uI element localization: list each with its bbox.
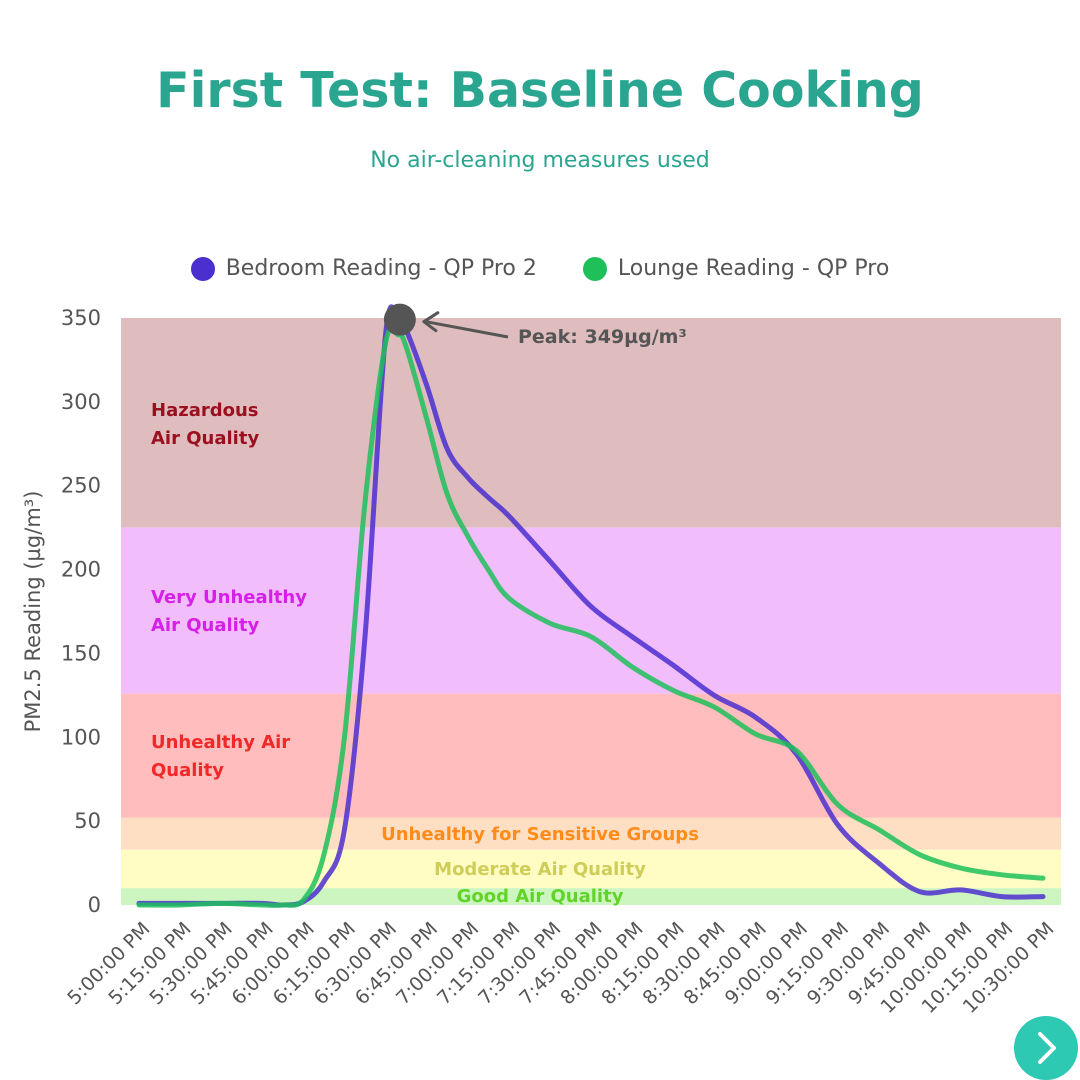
y-tick-label: 100 xyxy=(61,725,101,749)
legend-item-bedroom: Bedroom Reading - QP Pro 2 xyxy=(190,256,537,281)
chart-legend: Bedroom Reading - QP Pro 2 Lounge Readin… xyxy=(0,256,1080,281)
y-tick-label: 50 xyxy=(74,809,101,833)
chevron-right-icon xyxy=(1038,1032,1056,1064)
y-tick-label: 0 xyxy=(88,893,101,917)
band-2 xyxy=(121,693,1061,818)
chart-title: First Test: Baseline Cooking xyxy=(156,62,924,119)
legend-label-bedroom: Bedroom Reading - QP Pro 2 xyxy=(225,256,537,281)
y-tick-label: 350 xyxy=(61,306,101,330)
peak-annotation-label: Peak: 349µg/m³ xyxy=(518,326,687,348)
y-axis-label: PM2.5 Reading (µg/m³) xyxy=(21,491,45,733)
peak-marker xyxy=(383,303,416,336)
legend-label-lounge: Lounge Reading - QP Pro xyxy=(617,256,890,281)
peak-arrow-line xyxy=(425,320,509,339)
band-label-good: Good Air Quality xyxy=(457,886,624,907)
peak-arrow-head xyxy=(422,311,440,333)
chart-subtitle: No air-cleaning measures used xyxy=(370,148,710,173)
band-label-hazardous-line-1: Air Quality xyxy=(151,428,259,449)
y-tick-label: 300 xyxy=(61,390,101,414)
legend-marker-bedroom xyxy=(190,256,215,281)
series-line-lounge xyxy=(136,325,1046,908)
legend-item-lounge: Lounge Reading - QP Pro xyxy=(582,256,890,281)
y-tick-label: 200 xyxy=(61,558,101,582)
next-button[interactable] xyxy=(1014,1016,1078,1080)
band-0 xyxy=(121,318,1061,528)
band-label-sensitive: Unhealthy for Sensitive Groups xyxy=(381,824,699,845)
y-tick-label: 150 xyxy=(61,641,101,665)
legend-marker-lounge xyxy=(582,256,607,281)
band-label-very-unhealthy-line-0: Very Unhealthy xyxy=(151,587,307,608)
band-5 xyxy=(121,888,1061,905)
y-tick-label: 250 xyxy=(61,474,101,498)
band-label-moderate: Moderate Air Quality xyxy=(434,859,646,880)
band-label-unhealthy-line-0: Unhealthy Air xyxy=(151,732,290,753)
band-1 xyxy=(121,527,1061,694)
band-label-hazardous-line-0: Hazardous xyxy=(151,400,259,421)
band-label-very-unhealthy-line-1: Air Quality xyxy=(151,615,259,636)
band-label-unhealthy-line-1: Quality xyxy=(151,760,224,781)
